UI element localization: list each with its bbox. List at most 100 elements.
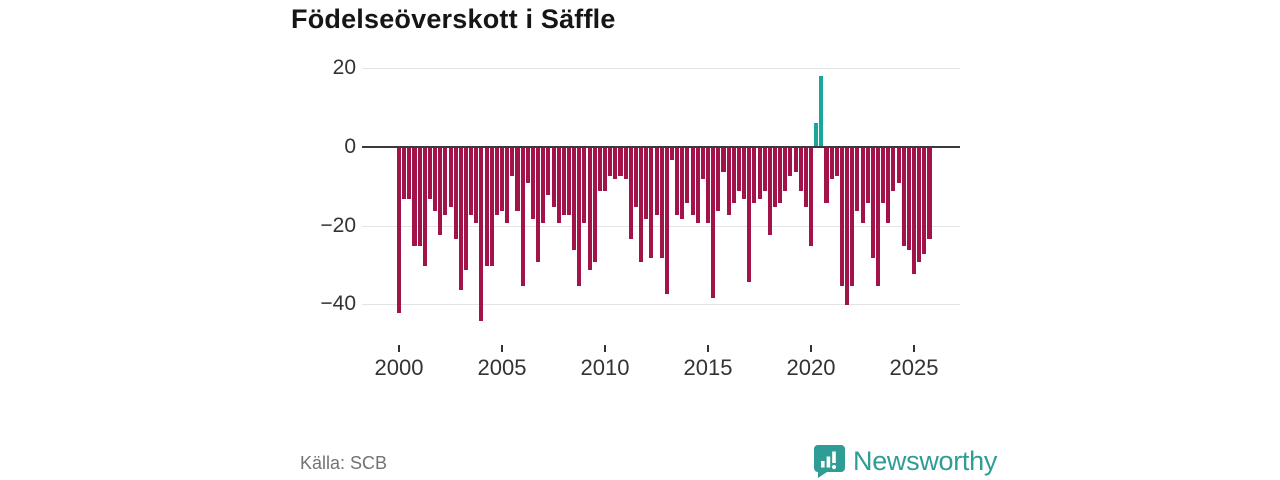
- bar-2006-q4: [536, 148, 541, 263]
- bar-2012-q2: [649, 148, 654, 259]
- bar-2011-q4: [639, 148, 644, 263]
- bar-2025-q3: [922, 148, 927, 255]
- bar-2000-q2: [402, 148, 407, 200]
- bar-2013-q1: [664, 148, 669, 294]
- bar-2008-q3: [572, 148, 577, 251]
- bar-2022-q3: [860, 148, 865, 223]
- bar-2019-q4: [803, 148, 808, 208]
- bar-2003-q4: [474, 148, 479, 223]
- x-tick-2005: [501, 345, 503, 352]
- bar-2020-q3: [819, 76, 824, 147]
- bar-2021-q2: [834, 148, 839, 176]
- x-axis-label-2010: 2010: [580, 355, 630, 380]
- bar-2003-q2: [463, 148, 469, 270]
- x-tick-2025: [913, 345, 915, 352]
- bar-2019-q3: [798, 148, 803, 192]
- bar-2010-q3: [613, 148, 618, 180]
- bar-2016-q1: [726, 148, 731, 215]
- bar-2014-q4: [700, 148, 705, 180]
- bar-2023-q2: [875, 148, 881, 286]
- bar-2006-q2: [525, 148, 530, 184]
- bar-2010-q1: [603, 148, 608, 192]
- bar-2022-q1: [850, 148, 855, 286]
- bar-2000-q3: [407, 148, 412, 200]
- y-axis-label--40: −40: [320, 292, 356, 316]
- bar-2001-q1: [417, 148, 422, 247]
- bar-2018-q1: [767, 148, 772, 235]
- bar-2010-q2: [608, 148, 613, 176]
- zero-axis-line: [362, 145, 960, 148]
- bar-2010-q4: [618, 148, 623, 176]
- bar-2006-q3: [530, 148, 535, 219]
- bar-2024-q1: [891, 148, 896, 192]
- x-tick-2010: [604, 345, 606, 352]
- x-axis-label-2000: 2000: [374, 355, 424, 380]
- bar-2017-q3: [757, 148, 762, 200]
- bar-2025-q1: [912, 148, 917, 274]
- bar-2018-q3: [778, 148, 783, 204]
- bar-2014-q3: [695, 148, 700, 223]
- bar-2013-q4: [680, 148, 685, 219]
- chart-title: Födelseöverskott i Säffle: [291, 4, 616, 34]
- bar-2003-q1: [458, 148, 463, 290]
- y-axis-label-20: 20: [332, 56, 356, 80]
- bar-2018-q2: [772, 148, 778, 208]
- bar-2005-q2: [505, 148, 510, 223]
- bar-2013-q2: [669, 148, 675, 160]
- bar-2015-q1: [706, 148, 711, 223]
- bar-2015-q2: [711, 148, 716, 298]
- bar-2022-q2: [855, 148, 860, 211]
- bar-2012-q1: [644, 148, 649, 219]
- bar-2021-q4: [845, 148, 850, 306]
- bar-2001-q3: [427, 148, 432, 200]
- bar-2002-q3: [448, 148, 453, 208]
- bar-2019-q1: [788, 148, 793, 176]
- bar-2008-q2: [566, 148, 572, 215]
- bar-2024-q3: [901, 148, 906, 247]
- x-axis-label-2005: 2005: [477, 355, 527, 380]
- bar-2016-q2: [731, 148, 736, 204]
- bar-2000-q4: [412, 148, 417, 247]
- gridline-20: [362, 68, 960, 69]
- bar-2003-q3: [469, 148, 474, 215]
- bar-2014-q1: [685, 148, 690, 204]
- bar-2002-q1: [438, 148, 443, 235]
- x-tick-2015: [707, 345, 709, 352]
- bar-2024-q2: [896, 148, 901, 184]
- source-caption: Källa: SCB: [300, 453, 388, 473]
- gridline--40: [362, 304, 960, 305]
- bar-2020-q2: [814, 123, 819, 147]
- bar-2022-q4: [865, 148, 870, 204]
- bar-2014-q2: [690, 148, 695, 215]
- bar-2016-q4: [742, 148, 747, 200]
- bar-2009-q4: [597, 148, 602, 192]
- bar-2004-q3: [489, 148, 494, 267]
- bar-2004-q4: [494, 148, 499, 215]
- bar-2023-q1: [870, 148, 875, 259]
- bar-2009-q3: [592, 148, 597, 263]
- bar-2007-q3: [551, 148, 556, 208]
- bar-2007-q4: [556, 148, 561, 223]
- bar-2007-q1: [541, 148, 546, 223]
- x-tick-2020: [810, 345, 812, 352]
- bar-2020-q1: [809, 148, 814, 247]
- bar-2001-q2: [422, 148, 427, 267]
- bar-2023-q4: [886, 148, 891, 223]
- bar-2011-q3: [633, 148, 638, 208]
- bar-2007-q2: [546, 148, 551, 196]
- bar-2002-q4: [453, 148, 458, 239]
- x-axis-label-2015: 2015: [683, 355, 733, 380]
- bar-2008-q1: [561, 148, 566, 215]
- bar-2018-q4: [783, 148, 788, 192]
- bar-2013-q3: [675, 148, 680, 215]
- bar-2005-q4: [515, 148, 520, 211]
- y-axis-label-0: 0: [344, 135, 356, 158]
- bar-2024-q4: [906, 148, 911, 251]
- newsworthy-wordmark: Newsworthy: [853, 445, 998, 476]
- bar-2004-q1: [479, 148, 484, 322]
- bar-2021-q3: [839, 148, 844, 286]
- bar-2016-q3: [736, 148, 741, 192]
- bar-2017-q2: [752, 148, 757, 204]
- newsworthy-logo: Newsworthy: [813, 443, 997, 479]
